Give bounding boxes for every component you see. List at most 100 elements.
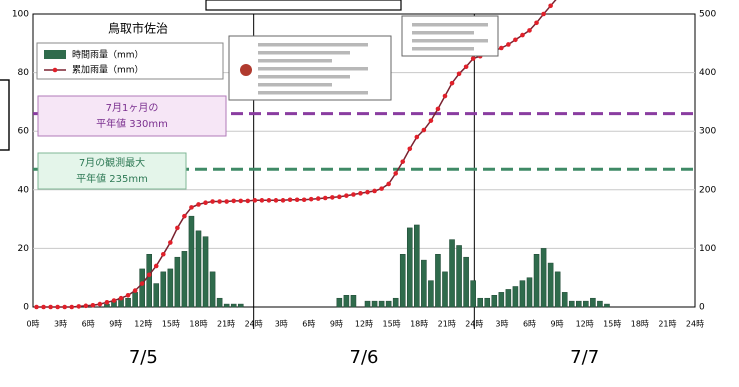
y-left-tick-label: 60	[18, 127, 30, 137]
x-tick-label: 15時	[162, 320, 180, 329]
hourly-bar	[139, 268, 145, 308]
cumulative-line	[36, 0, 557, 308]
cumulative-point	[231, 198, 237, 204]
hourly-bar	[456, 245, 462, 308]
hourly-bar	[547, 262, 554, 308]
cumulative-point	[351, 192, 356, 197]
cumulative-point	[175, 225, 180, 231]
cumulative-point	[104, 300, 110, 305]
reference-label-line: 7月1ヶ月の	[106, 102, 159, 114]
hourly-bar	[399, 254, 406, 308]
y-left-tick-label: 40	[18, 185, 30, 195]
x-tick-label: 6時	[302, 320, 315, 329]
cumulative-point	[456, 71, 462, 77]
x-tick-label: 9時	[330, 320, 343, 329]
cumulative-point	[330, 195, 335, 200]
cumulative-point	[69, 304, 75, 310]
banner-frame	[205, 0, 402, 11]
cumulative-point	[400, 159, 406, 164]
cumulative-point	[513, 37, 518, 43]
hourly-bar	[181, 251, 188, 308]
x-tick-label: 9時	[109, 320, 122, 329]
reference-label-box	[37, 95, 227, 137]
cumulative-point	[90, 302, 96, 308]
cumulative-point	[315, 196, 321, 201]
hourly-bar	[463, 256, 469, 308]
cumulative-point	[125, 292, 131, 298]
hourly-bar	[371, 300, 378, 308]
hourly-bar	[484, 297, 491, 308]
x-tick-label: 6時	[523, 320, 536, 329]
cumulative-point	[196, 202, 201, 207]
hourly-bar	[188, 215, 195, 308]
hourly-bar	[477, 297, 483, 308]
hourly-bar	[195, 230, 202, 308]
x-tick-label: 3時	[54, 320, 67, 329]
annotation-text-placeholder	[412, 31, 474, 35]
cumulative-point	[365, 189, 370, 195]
side-frame	[0, 79, 10, 151]
cumulative-point	[76, 304, 82, 309]
hourly-bar	[153, 283, 160, 308]
cumulative-point	[344, 193, 349, 198]
y-left-tick-label: 20	[18, 244, 30, 254]
cumulative-point	[393, 171, 398, 176]
x-tick-label: 21時	[438, 320, 456, 329]
annotation-text-placeholder	[412, 47, 474, 51]
hourly-bar	[392, 297, 399, 308]
hourly-bar	[237, 303, 244, 308]
cumulative-point	[386, 181, 391, 187]
cumulative-point	[273, 198, 279, 203]
cumulative-point	[266, 198, 272, 203]
hourly-bar	[406, 227, 413, 308]
hourly-bar	[343, 295, 350, 308]
hourly-bar	[421, 259, 427, 308]
hourly-bar	[216, 297, 223, 308]
hourly-bar	[167, 268, 174, 308]
hourly-bar	[174, 256, 181, 308]
x-tick-label: 24時	[465, 320, 483, 329]
hourly-bar	[378, 300, 385, 308]
cumulative-point	[421, 127, 427, 133]
annotation-text-placeholder	[258, 75, 350, 79]
annotation-text-placeholder	[412, 23, 488, 27]
legend-box	[36, 42, 224, 80]
cumulative-point	[337, 194, 342, 200]
cumulative-point	[294, 197, 300, 203]
hourly-bar	[442, 271, 448, 308]
hourly-bar	[350, 295, 357, 308]
y-right-tick-label: 400	[699, 68, 716, 78]
cumulative-point	[217, 199, 222, 204]
hourly-bar	[519, 280, 526, 308]
cumulative-point	[41, 304, 46, 310]
cumulative-point	[506, 42, 511, 47]
y-left-tick-label: 80	[18, 68, 30, 78]
day-label: 7/6	[350, 347, 379, 368]
cumulative-point	[463, 64, 469, 70]
x-tick-label: 18時	[631, 320, 649, 329]
cumulative-point	[153, 263, 159, 269]
hourly-bar	[491, 295, 498, 308]
x-tick-label: 21時	[217, 320, 235, 329]
cumulative-point	[118, 295, 124, 301]
cumulative-point	[259, 198, 265, 203]
cumulative-point	[301, 197, 307, 203]
x-tick-label: 15時	[382, 320, 400, 329]
x-tick-label: 24時	[686, 320, 704, 329]
cumulative-point	[541, 11, 546, 17]
cumulative-point	[379, 186, 384, 191]
reference-label-line: 平年値 235mm	[76, 172, 148, 185]
cumulative-point	[435, 106, 441, 112]
cumulative-point	[442, 93, 448, 99]
hourly-bar	[576, 300, 582, 308]
x-tick-label: 12時	[576, 320, 594, 329]
hourly-bar	[590, 297, 596, 308]
cumulative-point	[189, 205, 194, 210]
hourly-bar	[561, 292, 568, 308]
x-tick-label: 0時	[26, 320, 39, 329]
cumulative-point	[308, 196, 314, 202]
cumulative-point	[407, 146, 413, 152]
cumulative-point	[499, 45, 504, 51]
hourly-bar	[449, 239, 455, 308]
